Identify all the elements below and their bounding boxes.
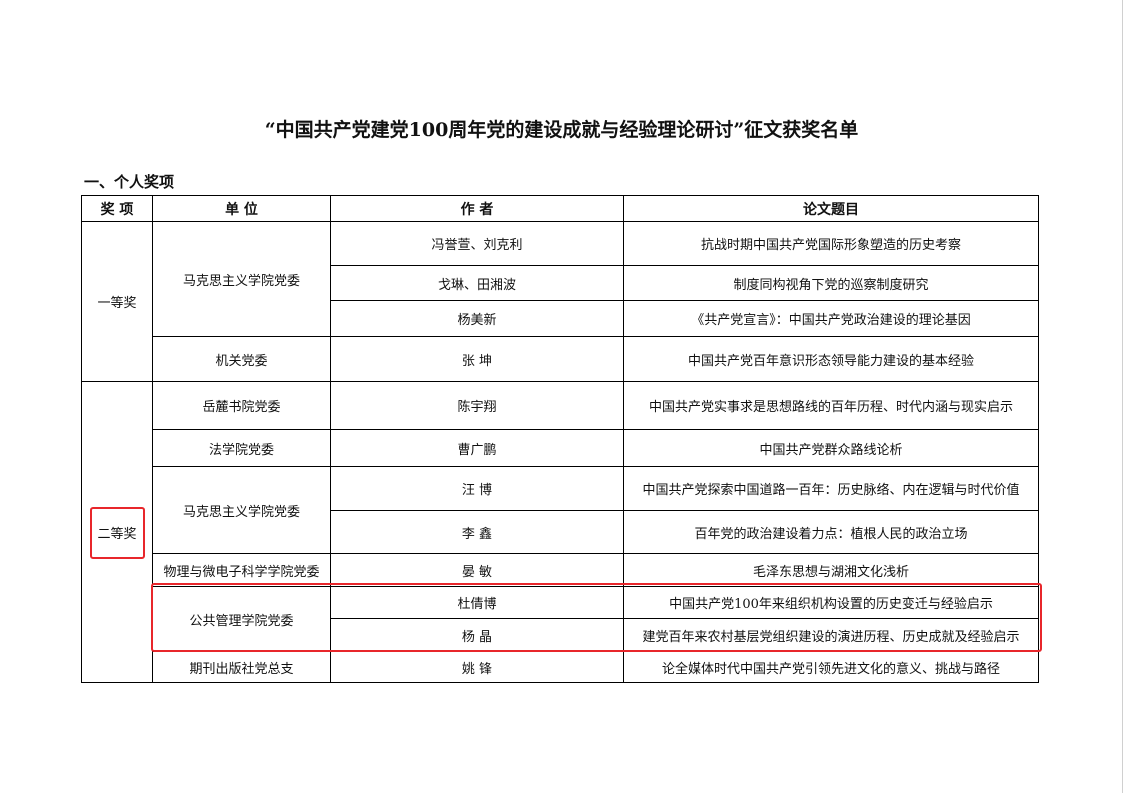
table-row: 二等奖 岳麓书院党委 陈宇翔 中国共产党实事求是思想路线的百年历程、时代内涵与现… — [81, 381, 1039, 683]
paper-cell: 《共产党宣言》：中国共产党政治建设的理论基因 — [623, 300, 1039, 337]
paper-cell: 毛泽东思想与湖湘文化浅析 — [623, 553, 1039, 587]
header-award: 奖 项 — [81, 195, 153, 222]
section-heading: 一、个人奖项 — [84, 173, 175, 191]
author-cell: 李 鑫 — [330, 510, 624, 554]
author-cell: 晏 敏 — [330, 553, 624, 587]
unit-cell: 机关党委 — [152, 336, 331, 382]
unit-cell: 岳麓书院党委 — [152, 381, 331, 430]
author-cell: 戈琳、田湘波 — [330, 265, 624, 301]
table-row: 期刊出版社党总支 姚 锋 论全媒体时代中国共产党引领先进文化的意义、挑战与路径 — [82, 651, 1039, 683]
paper-cell: 制度同构视角下党的巡察制度研究 — [623, 265, 1039, 301]
paper-cell: 中国共产党群众路线论析 — [623, 429, 1039, 467]
unit-cell: 公共管理学院党委 — [152, 586, 331, 652]
table-header-row: 奖 项 单 位 作 者 论文题目 — [81, 195, 1039, 222]
highlight-box-public-admin-rows — [151, 583, 1042, 652]
paper-cell: 中国共产党100年来组织机构设置的历史变迁与经验启示 — [623, 586, 1039, 619]
header-paper: 论文题目 — [623, 195, 1039, 222]
table-row: 机关党委 张 坤 中国共产党百年意识形态领导能力建设的基本经验 — [82, 336, 1039, 382]
unit-cell: 马克思主义学院党委 — [152, 466, 331, 554]
unit-cell: 法学院党委 — [152, 429, 331, 467]
table-row: 马克思主义学院党委 汪 博 中国共产党探索中国道路一百年：历史脉络、内在逻辑与时… — [82, 466, 1039, 554]
table-row: 杨美新 《共产党宣言》：中国共产党政治建设的理论基因 — [82, 300, 1039, 337]
author-cell: 曹广鹏 — [330, 429, 624, 467]
header-unit: 单 位 — [152, 195, 331, 222]
paper-cell: 中国共产党百年意识形态领导能力建设的基本经验 — [623, 336, 1039, 382]
author-cell: 杨美新 — [330, 300, 624, 337]
table-row: 一等奖 马克思主义学院党委 冯誉萱、刘克利 抗战时期中国共产党国际形象塑造的历史… — [81, 221, 1039, 382]
unit-cell: 马克思主义学院党委 — [152, 221, 331, 337]
awards-table: 奖 项 单 位 作 者 论文题目 一等奖 马克思主义学院党委 冯誉萱、刘克利 抗… — [81, 195, 1039, 683]
award-first: 一等奖 — [81, 221, 153, 382]
table-row: 物理与微电子科学学院党委 晏 敏 毛泽东思想与湖湘文化浅析 — [82, 553, 1039, 587]
table-row: 李 鑫 百年党的政治建设着力点：植根人民的政治立场 — [82, 510, 1039, 554]
paper-cell: 抗战时期中国共产党国际形象塑造的历史考察 — [623, 221, 1039, 266]
paper-cell: 中国共产党实事求是思想路线的百年历程、时代内涵与现实启示 — [623, 381, 1039, 430]
author-cell: 陈宇翔 — [330, 381, 624, 430]
author-cell: 杜倩博 — [330, 586, 624, 619]
table-row: 戈琳、田湘波 制度同构视角下党的巡察制度研究 — [82, 265, 1039, 301]
author-cell: 姚 锋 — [330, 651, 624, 683]
unit-cell: 物理与微电子科学学院党委 — [152, 553, 331, 587]
paper-cell: 中国共产党探索中国道路一百年：历史脉络、内在逻辑与时代价值 — [623, 466, 1039, 511]
table-row: 公共管理学院党委 杜倩博 中国共产党100年来组织机构设置的历史变迁与经验启示 — [82, 586, 1039, 652]
author-cell: 张 坤 — [330, 336, 624, 382]
paper-cell: 百年党的政治建设着力点：植根人民的政治立场 — [623, 510, 1039, 554]
author-cell: 汪 博 — [330, 466, 624, 511]
paper-cell: 论全媒体时代中国共产党引领先进文化的意义、挑战与路径 — [623, 651, 1039, 683]
table-row: 法学院党委 曹广鹏 中国共产党群众路线论析 — [82, 429, 1039, 467]
document-title: “中国共产党建党100周年党的建设成就与经验理论研讨”征文获奖名单 — [264, 119, 859, 141]
highlight-box-second-award — [90, 507, 145, 559]
unit-cell: 期刊出版社党总支 — [152, 651, 331, 683]
award-second: 二等奖 — [81, 381, 153, 683]
header-author: 作 者 — [330, 195, 624, 222]
author-cell: 冯誉萱、刘克利 — [330, 221, 624, 266]
